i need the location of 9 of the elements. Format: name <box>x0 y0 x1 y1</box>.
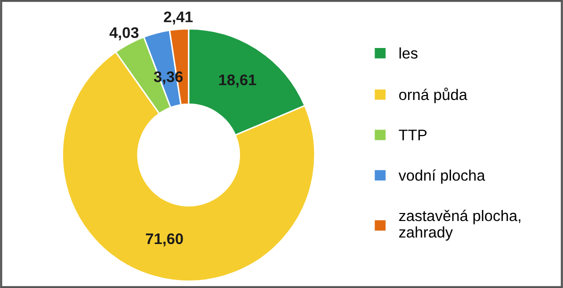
legend-label: orná půda <box>399 88 468 104</box>
data-label: 2,41 <box>164 12 193 25</box>
legend-label: les <box>400 47 418 59</box>
legend-label: TTP <box>398 130 427 140</box>
data-label: 4,03 <box>110 27 138 40</box>
data-label: 71,60 <box>146 233 183 246</box>
data-label: 18,61 <box>219 74 256 88</box>
legend-label: zastavěná plocha, zahrady <box>399 210 520 241</box>
legend-label: vodní plocha <box>398 169 486 184</box>
